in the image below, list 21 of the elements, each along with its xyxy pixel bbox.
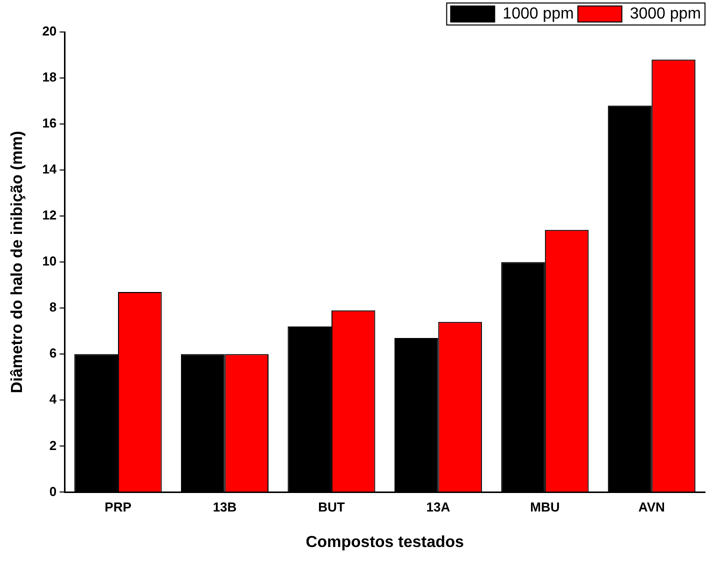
y-tick-label: 6 [49, 346, 57, 361]
x-tick-label: 13B [212, 500, 237, 515]
y-tick-label: 14 [42, 162, 58, 177]
x-tick-label: AVN [638, 500, 665, 515]
x-tick-label: BUT [318, 500, 345, 515]
x-axis-title: Compostos testados [306, 534, 464, 551]
y-tick-label: 20 [42, 24, 57, 39]
y-tick-label: 4 [49, 392, 58, 407]
x-tick-label: PRP [104, 500, 132, 515]
y-axis-title: Diâmetro do halo de inibição (mm) [9, 130, 26, 394]
y-tick-label: 0 [49, 484, 57, 499]
x-tick-label: MBU [530, 500, 560, 515]
y-tick-label: 8 [49, 300, 57, 315]
legend-label: 3000 ppm [630, 5, 702, 22]
x-tick-label: 13A [426, 500, 451, 515]
legend-label: 1000 ppm [502, 5, 574, 22]
y-tick-label: 10 [42, 254, 57, 269]
y-tick-label: 18 [42, 70, 57, 85]
y-tick-label: 2 [49, 438, 57, 453]
y-tick-label: 12 [42, 208, 57, 223]
y-tick-label: 16 [42, 116, 57, 131]
